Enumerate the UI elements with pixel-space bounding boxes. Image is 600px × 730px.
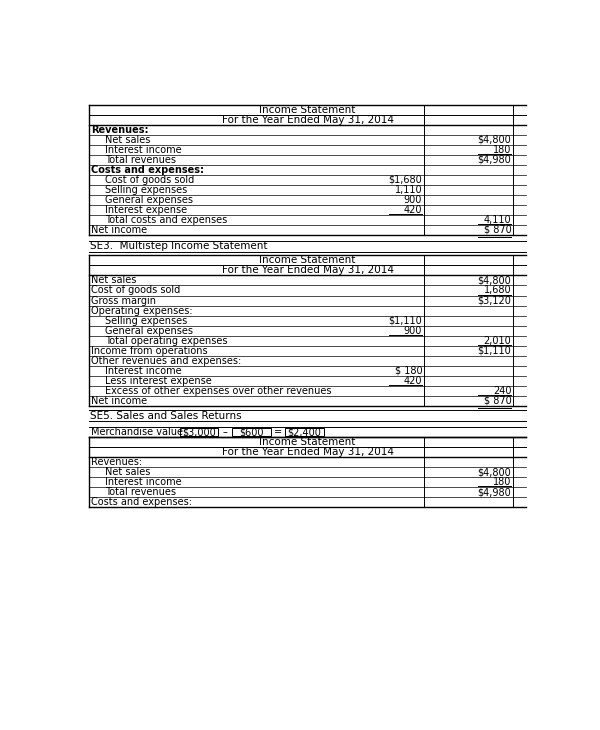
Text: $1,110: $1,110 — [388, 315, 422, 326]
Text: 1,680: 1,680 — [484, 285, 511, 296]
Text: Interest income: Interest income — [105, 145, 182, 155]
Text: Revenues:: Revenues: — [91, 457, 142, 467]
Text: 4,110: 4,110 — [484, 215, 511, 225]
Text: 2,010: 2,010 — [484, 336, 511, 345]
Text: $4,980: $4,980 — [478, 487, 511, 497]
Text: Total costs and expenses: Total costs and expenses — [105, 215, 227, 225]
Bar — [179, 428, 218, 437]
Text: SE3.  Multistep Income Statement: SE3. Multistep Income Statement — [91, 241, 268, 251]
Text: For the Year Ended May 31, 2014: For the Year Ended May 31, 2014 — [221, 447, 394, 457]
Text: Less interest expense: Less interest expense — [105, 375, 212, 385]
Text: For the Year Ended May 31, 2014: For the Year Ended May 31, 2014 — [221, 266, 394, 275]
Text: Operating expenses:: Operating expenses: — [91, 306, 193, 315]
Text: $ 870: $ 870 — [484, 225, 511, 234]
Text: Cost of goods sold: Cost of goods sold — [91, 285, 181, 296]
Text: $1,680: $1,680 — [388, 174, 422, 185]
Text: Interest expense: Interest expense — [105, 204, 187, 215]
Text: Net sales: Net sales — [105, 134, 151, 145]
Text: Excess of other expenses over other revenues: Excess of other expenses over other reve… — [105, 385, 332, 396]
Text: $ 180: $ 180 — [395, 366, 422, 375]
Text: Other revenues and expenses:: Other revenues and expenses: — [91, 356, 242, 366]
Text: Costs and expenses:: Costs and expenses: — [91, 497, 192, 507]
Text: General expenses: General expenses — [105, 195, 193, 204]
Text: Costs and expenses:: Costs and expenses: — [91, 164, 204, 174]
Text: Selling expenses: Selling expenses — [105, 315, 187, 326]
Text: General expenses: General expenses — [105, 326, 193, 336]
Text: 240: 240 — [493, 385, 511, 396]
Text: 420: 420 — [404, 204, 422, 215]
Text: Net sales: Net sales — [105, 467, 151, 477]
Text: For the Year Ended May 31, 2014: For the Year Ended May 31, 2014 — [221, 115, 394, 125]
Text: $2,400: $2,400 — [287, 427, 322, 437]
Bar — [232, 428, 271, 437]
Text: Income Statement: Income Statement — [259, 255, 356, 266]
Text: Total revenues: Total revenues — [105, 155, 176, 164]
Text: Interest income: Interest income — [105, 477, 182, 487]
Text: Selling expenses: Selling expenses — [105, 185, 187, 195]
Text: $3,120: $3,120 — [478, 296, 511, 305]
Text: Merchandise value:: Merchandise value: — [91, 427, 187, 437]
Text: Income from operations: Income from operations — [91, 345, 208, 356]
Text: Net sales: Net sales — [91, 275, 137, 285]
Text: 900: 900 — [404, 326, 422, 336]
Text: $4,800: $4,800 — [478, 467, 511, 477]
Text: 180: 180 — [493, 477, 511, 487]
Text: Net income: Net income — [91, 225, 148, 234]
Text: $ 870: $ 870 — [484, 396, 511, 406]
Text: $4,800: $4,800 — [478, 275, 511, 285]
Text: 420: 420 — [404, 375, 422, 385]
Text: –: – — [223, 427, 228, 437]
Text: 1,110: 1,110 — [395, 185, 422, 195]
Text: Total revenues: Total revenues — [105, 487, 176, 497]
Text: =: = — [274, 427, 282, 437]
Text: Income Statement: Income Statement — [259, 437, 356, 447]
Text: Income Statement: Income Statement — [259, 104, 356, 115]
Text: Interest income: Interest income — [105, 366, 182, 375]
Text: 900: 900 — [404, 195, 422, 204]
Text: $4,800: $4,800 — [478, 134, 511, 145]
Bar — [285, 428, 324, 437]
Text: Net income: Net income — [91, 396, 148, 406]
Text: SE5. Sales and Sales Returns: SE5. Sales and Sales Returns — [91, 410, 242, 420]
Text: 180: 180 — [493, 145, 511, 155]
Text: $1,110: $1,110 — [478, 345, 511, 356]
Text: Revenues:: Revenues: — [91, 125, 149, 134]
Text: $4,980: $4,980 — [478, 155, 511, 164]
Text: Cost of goods sold: Cost of goods sold — [105, 174, 194, 185]
Text: Total operating expenses: Total operating expenses — [105, 336, 228, 345]
Text: $600: $600 — [239, 427, 264, 437]
Text: $3,000: $3,000 — [182, 427, 216, 437]
Text: Gross margin: Gross margin — [91, 296, 156, 305]
